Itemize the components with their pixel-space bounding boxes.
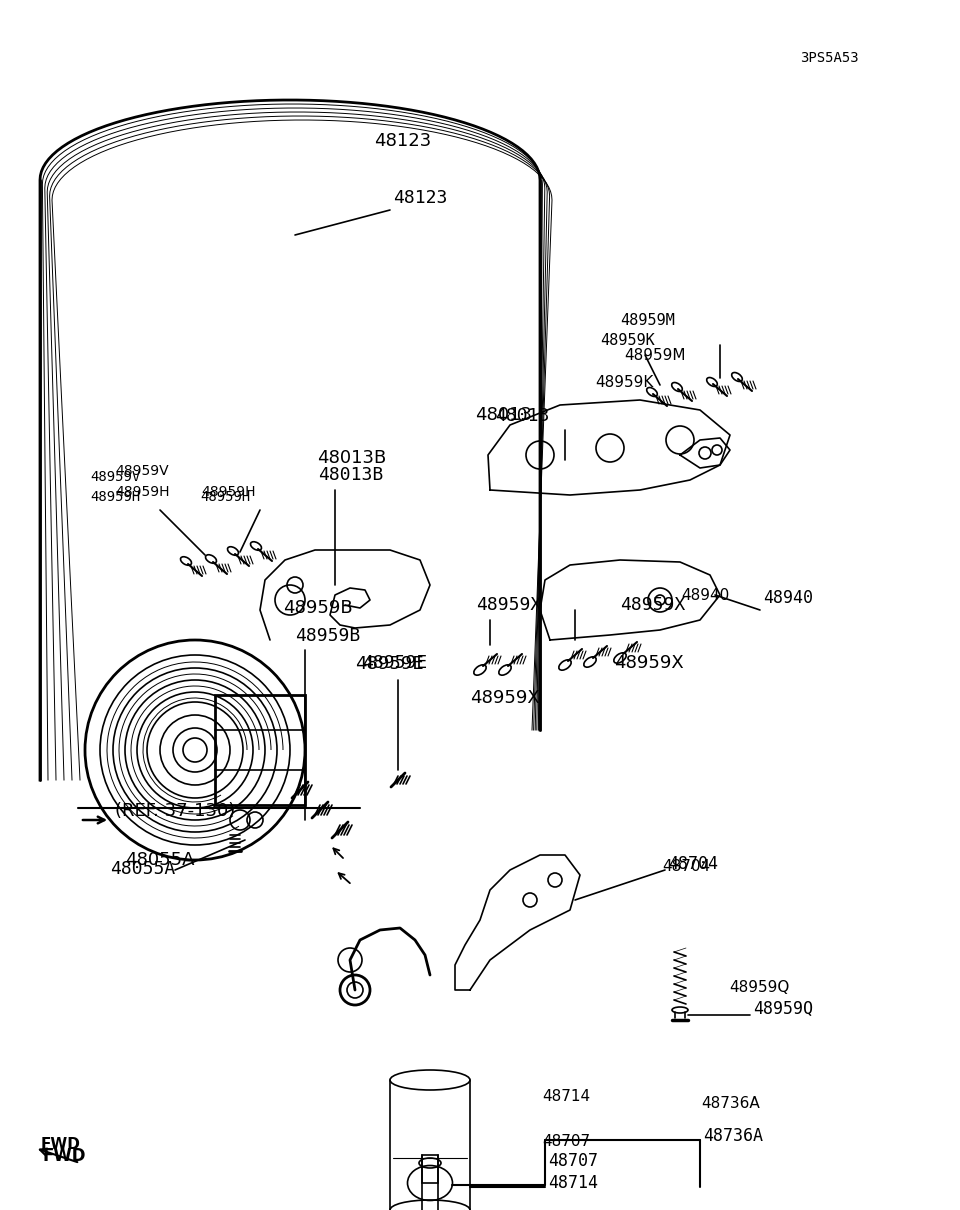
Text: 48704: 48704 <box>668 855 718 872</box>
Text: 48714: 48714 <box>548 1174 598 1192</box>
Text: 48959Q: 48959Q <box>730 980 790 995</box>
Text: 48736A: 48736A <box>701 1096 759 1111</box>
Text: 48013B: 48013B <box>318 466 383 484</box>
Text: 48055A: 48055A <box>125 851 194 869</box>
Text: 48123: 48123 <box>374 132 432 150</box>
Text: FWD: FWD <box>40 1137 81 1152</box>
Text: 48013: 48013 <box>475 405 532 424</box>
Text: 48055A: 48055A <box>110 860 176 878</box>
Text: 48959H: 48959H <box>202 484 256 499</box>
Bar <box>422 1156 438 1183</box>
Bar <box>215 695 305 805</box>
Text: 48959X: 48959X <box>614 653 684 672</box>
Text: 48707: 48707 <box>542 1135 590 1150</box>
Text: 48959E: 48959E <box>355 655 423 673</box>
Text: 48959X: 48959X <box>470 688 540 707</box>
Text: 48940: 48940 <box>763 589 813 607</box>
Text: 48959K: 48959K <box>600 333 655 348</box>
Text: 48959E: 48959E <box>362 653 427 672</box>
Text: 48940: 48940 <box>682 588 730 603</box>
Text: 48013: 48013 <box>495 407 549 425</box>
Text: 48714: 48714 <box>542 1089 590 1104</box>
Text: (REF. 37-130): (REF. 37-130) <box>115 802 235 820</box>
Text: 48959V: 48959V <box>90 469 140 484</box>
Text: 48959M: 48959M <box>620 313 675 328</box>
Text: 48959X: 48959X <box>620 597 685 613</box>
Text: 48959Q: 48959Q <box>753 999 813 1018</box>
Text: 48013B: 48013B <box>317 449 386 467</box>
Text: 48959B: 48959B <box>295 627 360 645</box>
Text: 48123: 48123 <box>393 189 447 207</box>
Ellipse shape <box>407 1165 452 1200</box>
Text: 48959B: 48959B <box>283 599 353 617</box>
Text: 48707: 48707 <box>548 1152 598 1170</box>
Text: 48959H: 48959H <box>200 490 251 505</box>
Text: 48959K: 48959K <box>595 375 654 390</box>
Text: 3PS5A53: 3PS5A53 <box>800 51 858 65</box>
Text: 48959M: 48959M <box>624 348 685 363</box>
Text: 48959H: 48959H <box>90 490 140 505</box>
Text: 48736A: 48736A <box>703 1127 763 1145</box>
Text: 48959H: 48959H <box>115 484 170 499</box>
Text: 48704: 48704 <box>662 859 710 874</box>
Text: FWD: FWD <box>42 1147 85 1165</box>
Text: 48959V: 48959V <box>115 463 169 478</box>
Text: 48959X: 48959X <box>476 597 541 613</box>
